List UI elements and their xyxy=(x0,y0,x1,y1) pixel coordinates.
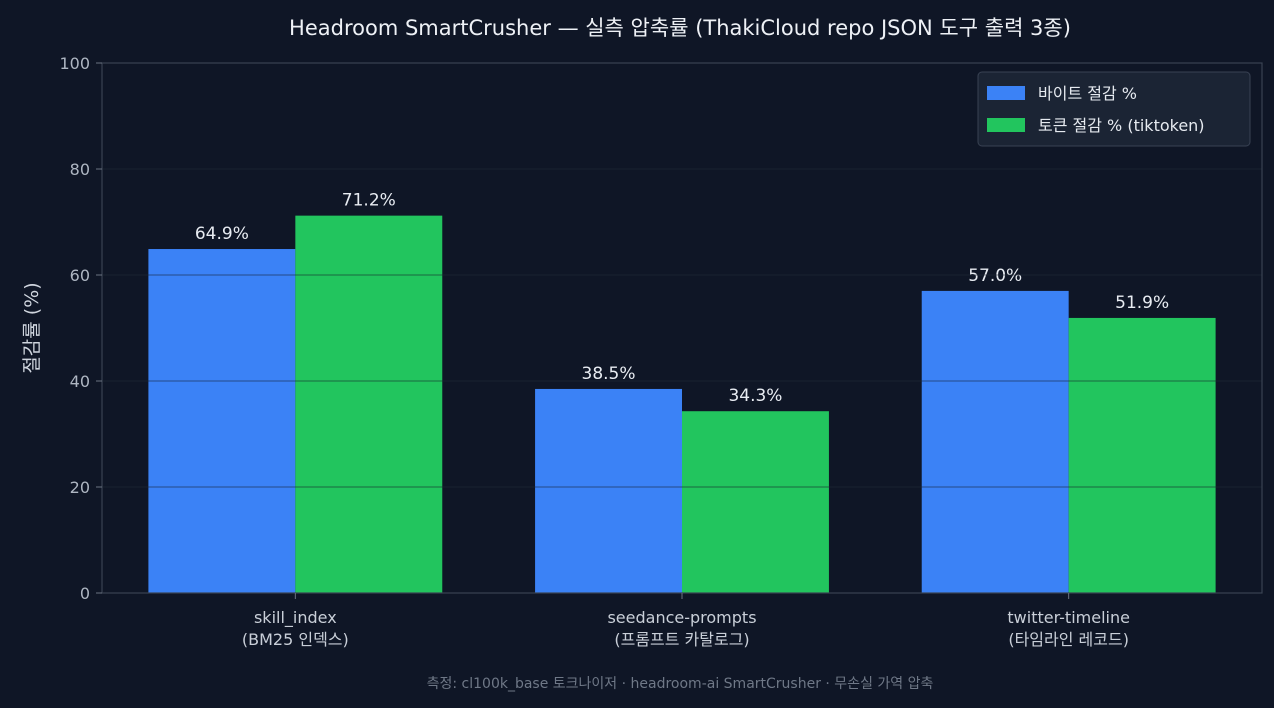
legend: 바이트 절감 % 토큰 절감 % (tiktoken) xyxy=(977,71,1251,147)
y-tick-label: 100 xyxy=(59,54,90,73)
bar-tokens xyxy=(682,411,829,593)
x-tick-label: skill_index xyxy=(254,608,337,628)
data-label: 57.0% xyxy=(968,266,1022,286)
axes: 0 20 40 60 80 100 skill_index (BM25 인덱스) seedanc… xyxy=(59,54,1263,649)
x-tick-label: (BM25 인덱스) xyxy=(242,630,349,649)
bar-bytes xyxy=(535,388,682,593)
x-tick-label: twitter-timeline xyxy=(1007,608,1130,627)
legend-box xyxy=(977,71,1251,147)
bar-tokens xyxy=(1068,317,1216,593)
data-label: 64.9% xyxy=(195,224,249,244)
y-tick-label: 60 xyxy=(70,266,90,285)
y-axis-label: 절감률 (%) xyxy=(21,282,43,373)
y-tick-label: 40 xyxy=(70,372,90,391)
legend-label: 토큰 절감 % (tiktoken) xyxy=(1038,116,1205,135)
legend-swatch xyxy=(987,118,1025,132)
data-label: 34.3% xyxy=(728,386,782,406)
legend-swatch xyxy=(987,86,1025,100)
data-label: 51.9% xyxy=(1115,293,1169,313)
y-tick-label: 20 xyxy=(70,478,90,497)
bar-bytes xyxy=(148,249,296,593)
footnote: 측정: cl100k_base 토크나이저 · headroom-ai Smar… xyxy=(427,676,934,692)
legend-label: 바이트 절감 % xyxy=(1038,84,1137,103)
x-tick-label: (프롬프트 카탈로그) xyxy=(614,630,749,649)
data-label: 71.2% xyxy=(342,191,396,211)
bars: 64.9% 71.2% 38.5% 34.3% 57.0% 51.9% xyxy=(102,168,1262,593)
bar-tokens xyxy=(295,215,443,593)
y-tick-label: 80 xyxy=(70,160,90,179)
bar-bytes xyxy=(921,290,1069,593)
data-label: 38.5% xyxy=(582,364,636,384)
x-tick-label: seedance-prompts xyxy=(607,608,756,627)
chart-title: Headroom SmartCrusher — 실측 압축률 (ThakiClo… xyxy=(289,16,1071,40)
y-tick-label: 0 xyxy=(80,584,90,603)
x-tick-label: (타임라인 레코드) xyxy=(1008,630,1129,649)
